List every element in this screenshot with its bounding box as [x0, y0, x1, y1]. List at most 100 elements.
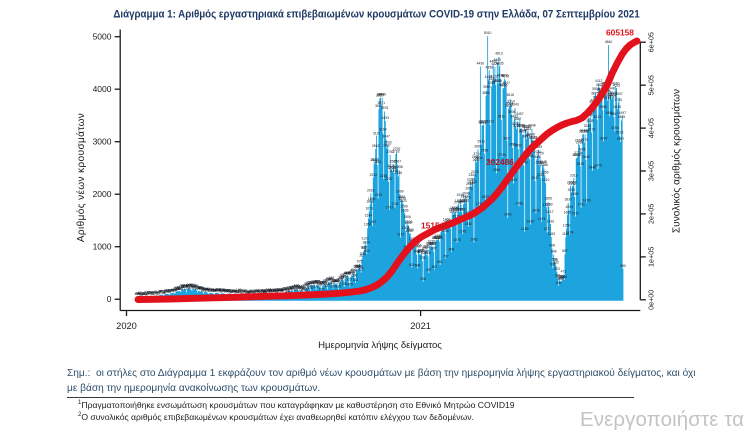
svg-text:0e+00: 0e+00 — [647, 290, 656, 310]
svg-text:2359: 2359 — [541, 171, 549, 175]
svg-text:937: 937 — [416, 244, 422, 248]
svg-text:49: 49 — [136, 292, 140, 296]
svg-text:1009: 1009 — [429, 242, 437, 246]
svg-text:111: 111 — [221, 288, 226, 292]
svg-text:2931: 2931 — [477, 140, 485, 144]
svg-text:1251: 1251 — [407, 228, 415, 232]
svg-text:2152: 2152 — [568, 182, 576, 186]
svg-text:857: 857 — [562, 249, 568, 253]
svg-text:181: 181 — [180, 285, 186, 289]
svg-text:3020: 3020 — [529, 136, 537, 140]
svg-text:3e+05: 3e+05 — [647, 161, 656, 181]
svg-text:117: 117 — [170, 288, 176, 292]
svg-text:1136: 1136 — [433, 235, 440, 239]
svg-text:332: 332 — [326, 277, 332, 281]
svg-text:1004: 1004 — [427, 241, 435, 245]
svg-text:1796: 1796 — [457, 200, 465, 204]
svg-text:52: 52 — [140, 292, 144, 296]
svg-text:908: 908 — [361, 246, 367, 250]
svg-text:179: 179 — [292, 285, 298, 289]
svg-text:3934: 3934 — [597, 87, 605, 91]
svg-text:198: 198 — [307, 284, 313, 288]
svg-text:3339: 3339 — [586, 119, 594, 123]
svg-text:1183: 1183 — [548, 232, 555, 236]
svg-text:3017: 3017 — [503, 136, 511, 140]
svg-text:119: 119 — [276, 288, 282, 292]
svg-text:478: 478 — [350, 268, 356, 272]
svg-text:353: 353 — [559, 276, 565, 280]
svg-text:3144: 3144 — [580, 129, 588, 133]
svg-text:216: 216 — [187, 283, 193, 287]
svg-text:94: 94 — [242, 290, 246, 294]
svg-text:90: 90 — [280, 289, 284, 293]
svg-text:2567: 2567 — [394, 160, 402, 164]
svg-text:816: 816 — [425, 251, 431, 255]
svg-text:1289: 1289 — [521, 227, 529, 231]
svg-text:507: 507 — [358, 268, 364, 272]
svg-text:2806: 2806 — [578, 148, 586, 152]
svg-text:183: 183 — [291, 285, 297, 289]
svg-text:2634: 2634 — [475, 156, 483, 160]
svg-text:1793: 1793 — [454, 200, 462, 204]
svg-text:94: 94 — [167, 290, 171, 294]
svg-text:160: 160 — [288, 286, 294, 290]
svg-text:4198: 4198 — [497, 74, 505, 78]
svg-text:54: 54 — [142, 292, 146, 296]
svg-text:181: 181 — [295, 284, 301, 288]
svg-text:1515: 1515 — [452, 215, 460, 219]
svg-text:2962: 2962 — [575, 139, 583, 143]
svg-text:3506: 3506 — [508, 110, 516, 114]
svg-text:128: 128 — [291, 287, 297, 291]
svg-text:1617: 1617 — [546, 210, 554, 214]
svg-text:2019: 2019 — [568, 188, 576, 192]
svg-text:1659: 1659 — [458, 207, 466, 211]
svg-text:64: 64 — [152, 290, 156, 294]
svg-text:3948: 3948 — [607, 87, 615, 91]
svg-text:1350: 1350 — [563, 224, 571, 228]
svg-text:190: 190 — [293, 285, 299, 289]
svg-text:4023: 4023 — [613, 84, 621, 88]
svg-text:159: 159 — [196, 286, 202, 290]
svg-text:228: 228 — [304, 282, 310, 286]
svg-text:159: 159 — [196, 286, 202, 290]
svg-text:3840: 3840 — [377, 93, 385, 97]
svg-text:70: 70 — [155, 291, 159, 295]
svg-text:118: 118 — [208, 288, 214, 292]
svg-text:122: 122 — [204, 287, 210, 291]
svg-text:2336: 2336 — [394, 171, 402, 175]
svg-text:1406: 1406 — [405, 220, 413, 224]
svg-text:118: 118 — [275, 288, 281, 292]
svg-text:2543: 2543 — [520, 161, 528, 165]
svg-text:144: 144 — [198, 286, 204, 290]
svg-text:83: 83 — [263, 290, 267, 294]
svg-text:340: 340 — [338, 276, 344, 280]
svg-text:2714: 2714 — [473, 152, 481, 156]
svg-text:580: 580 — [620, 264, 626, 268]
svg-text:Συνολικός αριθμός κρουσμάτων: Συνολικός αριθμός κρουσμάτων — [671, 89, 683, 233]
svg-text:3312: 3312 — [479, 121, 487, 125]
svg-text:3139: 3139 — [581, 129, 589, 133]
svg-text:4435: 4435 — [496, 62, 504, 66]
svg-text:Αριθμός νέων κρουσμάτων: Αριθμός νέων κρουσμάτων — [75, 113, 87, 242]
svg-text:4020: 4020 — [499, 83, 507, 87]
svg-text:86: 86 — [275, 289, 279, 293]
svg-text:310: 310 — [327, 278, 333, 282]
svg-text:264: 264 — [308, 281, 314, 285]
svg-text:196: 196 — [186, 284, 192, 288]
svg-text:103: 103 — [222, 288, 228, 292]
svg-text:131: 131 — [171, 288, 177, 292]
svg-text:191: 191 — [294, 284, 300, 288]
svg-text:122: 122 — [213, 288, 219, 292]
svg-text:101: 101 — [200, 289, 206, 293]
svg-text:68: 68 — [252, 291, 256, 295]
svg-text:3411: 3411 — [498, 115, 505, 119]
svg-text:144: 144 — [202, 287, 208, 291]
svg-text:91: 91 — [238, 289, 242, 293]
svg-text:2857: 2857 — [474, 145, 482, 149]
svg-text:197: 197 — [188, 284, 194, 288]
svg-text:87: 87 — [251, 290, 255, 294]
svg-text:1545: 1545 — [504, 213, 512, 217]
svg-text:132: 132 — [301, 287, 307, 291]
svg-text:121: 121 — [281, 287, 287, 291]
svg-text:103: 103 — [227, 289, 233, 293]
